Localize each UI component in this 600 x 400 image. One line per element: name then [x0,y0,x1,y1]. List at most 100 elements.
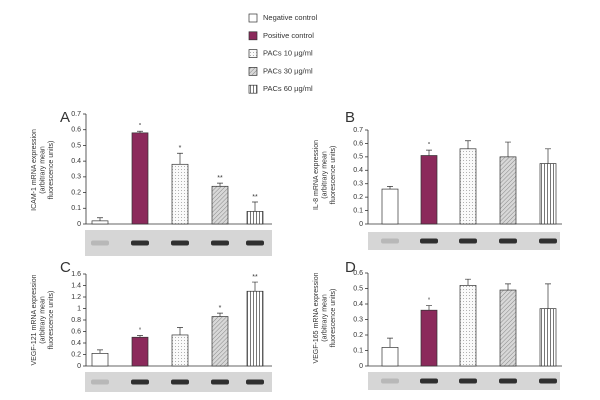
y-tick-label: 0.3 [353,181,363,188]
gel-band [171,379,189,385]
bar [499,156,517,225]
legend-swatch [248,67,258,76]
error-bar [177,152,183,165]
error-bar [137,130,143,133]
gel-band [131,379,149,385]
panel-label: B [345,109,355,126]
error-bar [465,140,471,149]
panel-label: D [345,259,356,276]
y-axis-label: VEGF-165 mRNA expression [313,272,320,363]
gel-band [91,240,109,246]
gel-band [171,240,189,246]
gel-band [539,378,557,384]
y-tick-label: 0.2 [71,351,81,358]
legend-label: PACs 30 µg/ml [263,66,313,75]
legend-swatch [248,49,258,58]
error-bar [252,281,258,292]
significance-mark: * [219,305,222,312]
y-axis-label: fluorescence units) [48,291,55,350]
y-axis-label: IL-8 mRNA expression [313,140,320,210]
significance-mark: ° [139,326,142,334]
gel-band [420,238,438,244]
y-tick-label: 0.6 [353,270,363,277]
bar [539,308,557,367]
y-tick-label: 0.2 [71,189,81,196]
panel-label: A [60,109,70,126]
bar [381,347,399,367]
y-tick-label: 0.6 [353,140,363,147]
legend-label: PACs 10 µg/ml [263,49,313,58]
y-tick-label: 1.6 [71,271,81,278]
y-tick-label: 0 [359,363,363,370]
bar [246,290,264,367]
y-tick-label: 0.1 [71,205,81,212]
gel-band [459,378,477,384]
legend-label: Negative control [263,13,318,22]
gel-band [459,238,477,244]
error-bar [505,141,511,157]
y-tick-label: 0 [77,221,81,228]
y-axis-label: VEGF-121 mRNA expression [31,274,38,365]
error-bar [545,148,551,164]
significance-mark: ° [428,141,431,149]
error-bar [545,283,551,309]
y-tick-label: 0.6 [71,127,81,134]
bar [171,163,189,225]
y-tick-label: 0.3 [71,174,81,181]
panel-label: C [60,259,71,276]
y-tick-label: 1.4 [71,282,81,289]
error-bar [177,327,183,335]
significance-mark: ° [139,122,142,130]
y-tick-label: 0.7 [71,111,81,118]
y-axis-label: (arbitrary mean [321,151,328,199]
y-axis-label: (arbitrary mean [321,294,328,342]
significance-mark: * [179,145,182,152]
error-bar [97,217,103,221]
gel-band [246,240,264,246]
y-tick-label: 0.5 [71,142,81,149]
legend-swatch [248,84,258,94]
y-tick-label: 0.4 [71,340,81,347]
gel-band [499,378,517,384]
significance-mark: ° [428,296,431,304]
error-bar [387,186,393,190]
y-tick-label: 0.3 [353,316,363,323]
y-axis-label: fluorescence units) [330,146,337,205]
error-bar [137,335,143,338]
y-axis-label: ICAM-1 mRNA expression [31,129,38,211]
y-tick-label: 0.7 [353,127,363,134]
gel-band [381,238,399,244]
significance-mark: ** [252,274,258,281]
bar [420,309,438,367]
legend-label: Positive control [263,31,314,40]
error-bar [426,305,432,311]
gel-band [246,379,264,385]
y-tick-label: 0.5 [353,154,363,161]
gel-band [381,378,399,384]
bar [211,185,229,225]
y-axis-label: fluorescence units) [48,141,55,200]
gel-band [91,379,109,385]
y-tick-label: 0.1 [353,207,363,214]
gel-band [420,378,438,384]
y-tick-label: 0.4 [353,301,363,308]
error-bar [217,312,223,317]
legend-swatch [248,31,258,41]
bar [91,353,109,367]
gel-band [131,240,149,246]
legend-swatch [248,13,258,23]
y-tick-label: 0.6 [71,328,81,335]
gel-band [211,379,229,385]
y-tick-label: 0.1 [353,347,363,354]
bar [211,316,229,367]
y-axis-label: fluorescence units) [330,289,337,348]
bar [131,132,149,225]
significance-mark: ** [217,175,223,182]
bar [131,336,149,367]
y-tick-label: 1 [77,305,81,312]
error-bar [505,283,511,291]
bar [499,289,517,367]
y-tick-label: 0 [359,221,363,228]
bar [171,334,189,367]
error-bar [252,201,258,212]
